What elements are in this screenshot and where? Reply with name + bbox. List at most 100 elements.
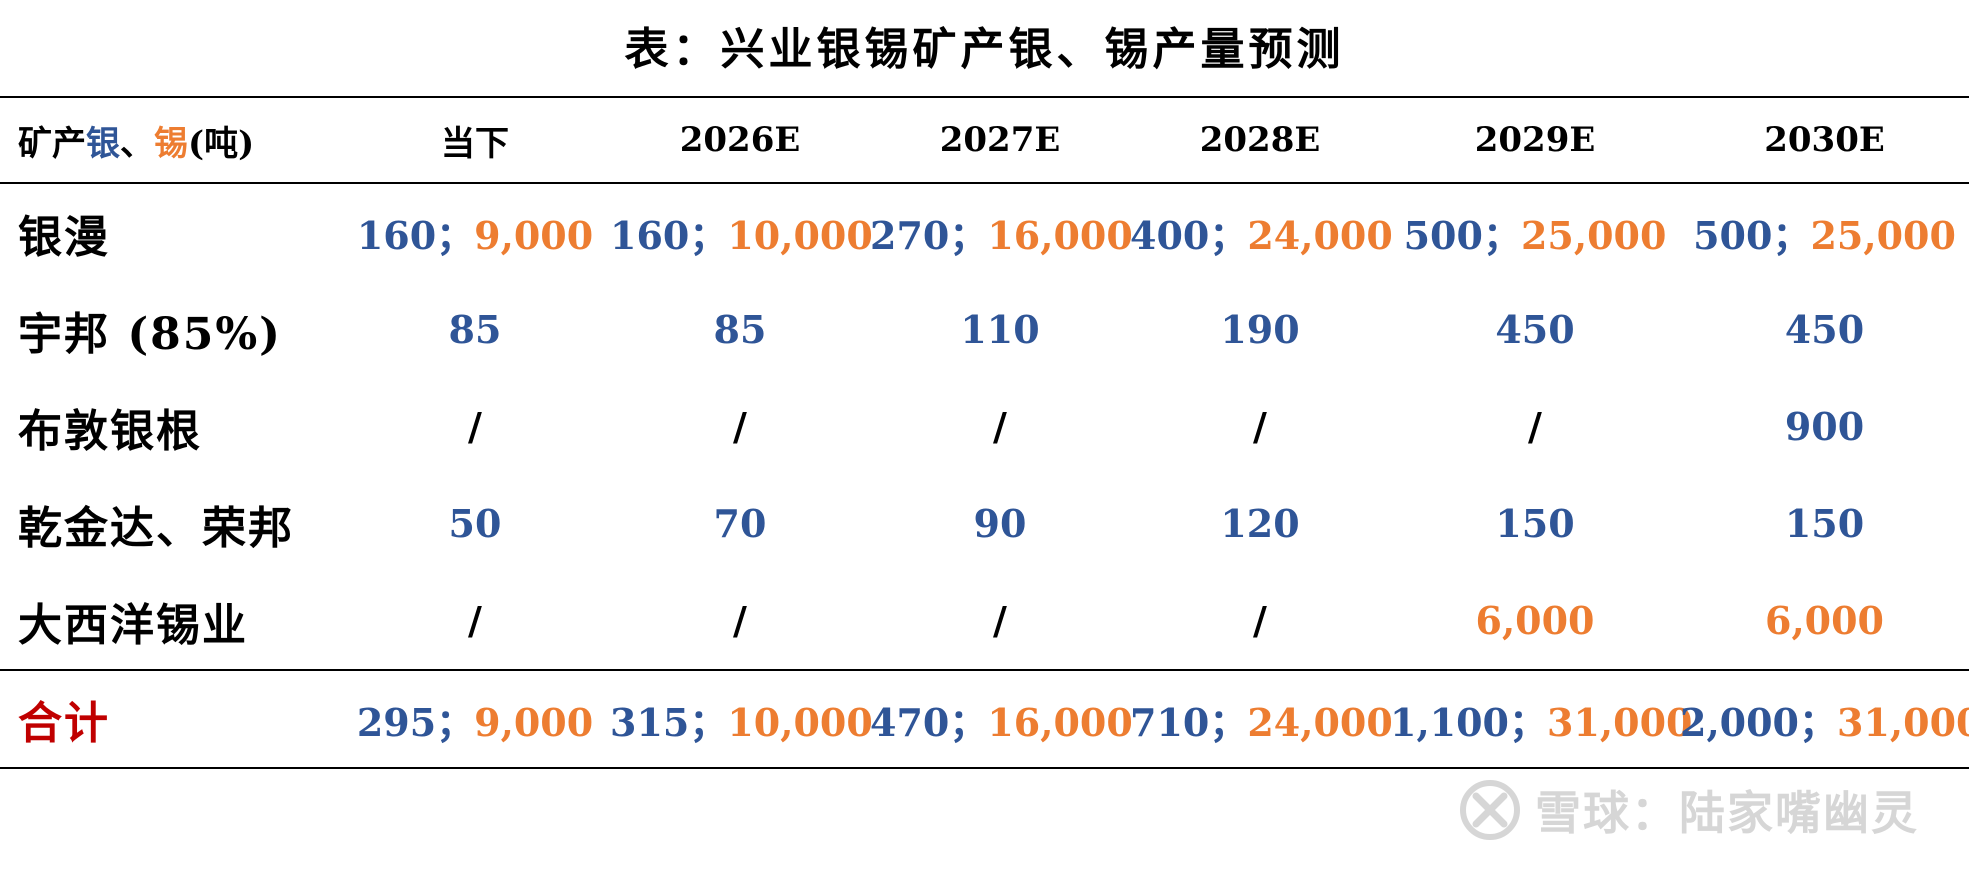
table-cell: 85 xyxy=(340,281,610,378)
header-label-prefix: 矿产 xyxy=(18,123,86,164)
cell-placeholder: / xyxy=(1253,404,1267,449)
column-header: 2027E xyxy=(870,96,1130,184)
table-cell: 6,000 xyxy=(1390,572,1680,670)
cell-silver-value: 190 xyxy=(1220,307,1300,352)
cell-tin-value: 9,000 xyxy=(474,213,594,258)
table-row: 乾金达、荣邦 50 70 90 120 150 150 xyxy=(0,475,1969,572)
table-cell: 85 xyxy=(610,281,870,378)
cell-silver-value: 900 xyxy=(1784,404,1865,449)
table-cell: / xyxy=(610,572,870,670)
snowball-logo-icon xyxy=(1460,780,1520,840)
table-cell: 70 xyxy=(610,475,870,572)
row-label: 乾金达、荣邦 xyxy=(18,502,294,554)
row-label: 宇邦 (85%) xyxy=(18,308,282,360)
column-header: 2026E xyxy=(610,96,870,184)
cell-silver-value: 450 xyxy=(1495,307,1575,352)
table-cell: 90 xyxy=(870,475,1130,572)
cell-sep-value: ； xyxy=(1772,213,1811,258)
table-cell: 500；25,000 xyxy=(1390,183,1680,281)
cell-silver-value: 500 xyxy=(1693,213,1773,258)
cell-silver-value: 160 xyxy=(356,213,437,258)
table-cell: 190 xyxy=(1130,281,1390,378)
table-cell: 6,000 xyxy=(1680,572,1969,670)
cell-tin-value: 10,000 xyxy=(727,699,873,745)
table-cell: 315；10,000 xyxy=(610,669,873,769)
row-label: 大西洋锡业 xyxy=(18,599,248,651)
cell-silver-value: 2,000 xyxy=(1680,699,1799,745)
cell-silver-value: 1,100 xyxy=(1390,699,1509,745)
cell-placeholder: / xyxy=(468,404,482,449)
header-label-unit: (吨) xyxy=(188,123,255,164)
cell-placeholder: / xyxy=(733,598,747,643)
cell-tin-value: 9,000 xyxy=(474,699,594,745)
cell-silver-value: 315 xyxy=(610,699,690,745)
table-cell: 50 xyxy=(340,475,610,572)
cell-sep-value: ； xyxy=(689,213,728,258)
table-cell: 120 xyxy=(1130,475,1390,572)
table-title: 表：兴业银锡矿产银、锡产量预测 xyxy=(624,24,1345,75)
table-row: 银漫 160；9,000 160；10,000 270；16,000 400；24,00… xyxy=(0,183,1969,281)
cell-tin-value: 24,000 xyxy=(1247,699,1393,745)
table-cell: 500；25,000 xyxy=(1680,183,1969,281)
cell-sep-value: ； xyxy=(949,213,988,258)
table-body: 银漫 160；9,000 160；10,000 270；16,000 400；24,00… xyxy=(0,183,1969,769)
cell-tin-value: 25,000 xyxy=(1520,213,1667,258)
table-cell: 400；24,000 xyxy=(1130,183,1393,281)
table-cell: / xyxy=(340,572,610,670)
cell-tin-value: 6,000 xyxy=(1475,598,1595,643)
table-cell: 1,100；31,000 xyxy=(1390,669,1692,769)
cell-tin-value: 31,000 xyxy=(1547,699,1693,745)
header-label-silver: 银 xyxy=(86,123,120,164)
cell-silver-value: 150 xyxy=(1784,501,1865,546)
cell-sep-value: ； xyxy=(1799,699,1838,745)
cell-sep-value: ； xyxy=(1509,699,1548,745)
cell-placeholder: / xyxy=(733,404,747,449)
production-forecast-table: 矿产银、锡(吨) 当下 2026E 2027E 2028E 2029E 2030… xyxy=(0,96,1969,769)
cell-silver-value: 450 xyxy=(1784,307,1865,352)
table-cell: 2,000；31,000 xyxy=(1680,669,1969,769)
cell-tin-value: 16,000 xyxy=(987,699,1133,745)
table-cell: 450 xyxy=(1680,281,1969,378)
cell-placeholder: / xyxy=(468,598,482,643)
cell-silver-value: 150 xyxy=(1495,501,1575,546)
cell-placeholder: / xyxy=(993,598,1007,643)
header-label-sep: 、 xyxy=(120,123,154,164)
cell-tin-value: 24,000 xyxy=(1247,213,1393,258)
table-cell: 710；24,000 xyxy=(1130,669,1393,769)
table-cell: / xyxy=(870,378,1130,475)
table-cell: 150 xyxy=(1680,475,1969,572)
cell-tin-value: 6,000 xyxy=(1765,598,1884,643)
table-cell: / xyxy=(1130,378,1390,475)
header-row-label: 矿产银、锡(吨) xyxy=(0,96,340,184)
table-cell: 150 xyxy=(1390,475,1680,572)
table-row: 布敦银根 / / / / / 900 xyxy=(0,378,1969,475)
table-cell: 160；9,000 xyxy=(340,183,610,281)
cell-silver-value: 295 xyxy=(356,699,437,745)
cell-tin-value: 25,000 xyxy=(1810,213,1956,258)
table-cell: 160；10,000 xyxy=(610,183,873,281)
cell-silver-value: 50 xyxy=(448,501,502,546)
cell-sep-value: ； xyxy=(1482,213,1521,258)
cell-silver-value: 470 xyxy=(870,699,950,745)
table-cell: 470；16,000 xyxy=(870,669,1133,769)
cell-silver-value: 110 xyxy=(960,307,1040,352)
cell-silver-value: 85 xyxy=(713,307,767,352)
table-row: 宇邦 (85%) 85 85 110 190 450 450 xyxy=(0,281,1969,378)
table-cell: / xyxy=(1130,572,1390,670)
cell-sep-value: ； xyxy=(436,213,475,258)
table-cell: / xyxy=(1390,378,1680,475)
cell-silver-value: 400 xyxy=(1130,213,1210,258)
table-cell: 450 xyxy=(1390,281,1680,378)
table-row: 大西洋锡业 / / / / 6,000 6,000 xyxy=(0,572,1969,670)
watermark: 雪球：陆家嘴幽灵 xyxy=(1459,775,1919,845)
cell-silver-value: 160 xyxy=(610,213,690,258)
cell-silver-value: 500 xyxy=(1403,213,1483,258)
cell-placeholder: / xyxy=(1253,598,1267,643)
cell-sep-value: ； xyxy=(436,699,475,745)
cell-silver-value: 90 xyxy=(973,501,1027,546)
cell-silver-value: 710 xyxy=(1130,699,1210,745)
row-label: 银漫 xyxy=(18,211,110,263)
table-cell: / xyxy=(610,378,870,475)
column-header: 2030E xyxy=(1680,96,1969,184)
cell-sep-value: ； xyxy=(1209,699,1248,745)
